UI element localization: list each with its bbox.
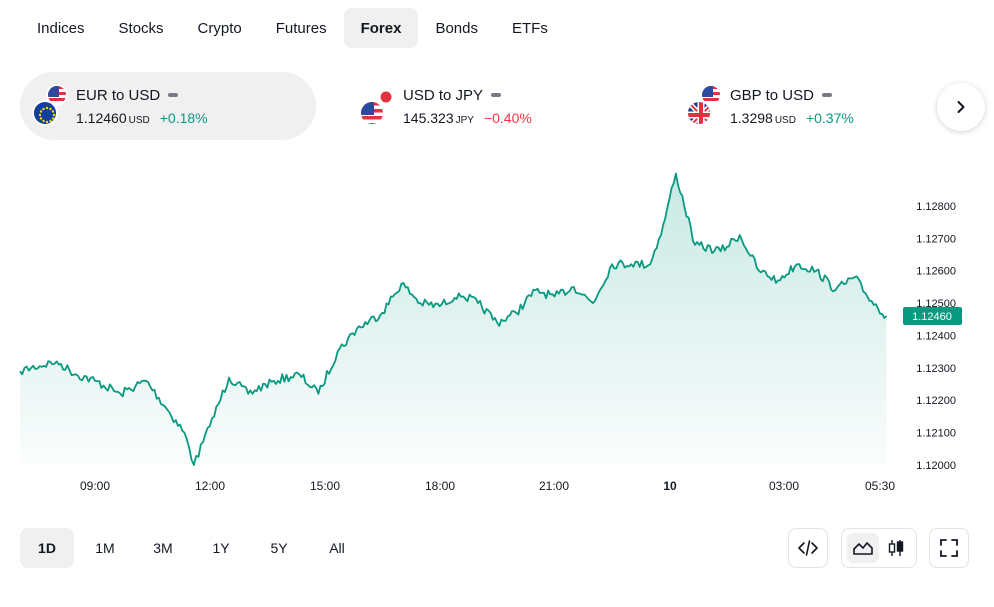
card-currency: USD: [774, 114, 796, 126]
next-symbols-button[interactable]: [937, 83, 985, 131]
x-tick-label: 15:00: [310, 479, 340, 493]
market-status-icon: [491, 93, 502, 97]
eur-usd-flags: [32, 84, 72, 126]
chart-type-selector: [841, 528, 917, 568]
tab-indices[interactable]: Indices: [37, 19, 85, 37]
card-info: GBP to USD 1.3298 USD +0.37%: [730, 87, 854, 126]
us-flag-icon: [700, 84, 722, 106]
code-icon: [798, 540, 818, 556]
embed-button[interactable]: [788, 528, 828, 568]
range-1d[interactable]: 1D: [20, 528, 74, 568]
y-tick-label: 1.12400: [916, 330, 956, 342]
last-price-badge: [903, 307, 962, 326]
card-name: GBP to USD: [730, 86, 814, 104]
gbp-usd-flags: [686, 84, 726, 126]
range-1m[interactable]: 1M: [95, 540, 115, 556]
card-info: USD to JPY 145.323 JPY −0.40%: [403, 87, 532, 126]
card-change: +0.37%: [805, 109, 854, 126]
card-eur-usd[interactable]: EUR to USD 1.12460 USD +0.18%: [20, 72, 316, 140]
chevron-right-icon: [957, 101, 965, 113]
uk-flag-icon: [686, 100, 712, 126]
range-all[interactable]: All: [329, 540, 345, 556]
y-tick-label: 1.12000: [916, 460, 956, 472]
card-name: EUR to USD: [76, 86, 161, 104]
x-tick-label: 03:00: [769, 479, 799, 493]
y-tick-label: 1.12700: [916, 233, 956, 245]
x-tick-label: 10: [663, 479, 677, 493]
market-status-icon: [168, 93, 179, 97]
market-status-icon: [821, 93, 832, 97]
x-tick-label: 18:00: [425, 479, 455, 493]
price-area: [20, 173, 887, 465]
card-gbp-usd[interactable]: GBP to USD 1.3298 USD +0.37%: [674, 72, 914, 140]
market-tabs: Indices Stocks Crypto Futures Forex Bonds ETFs: [20, 8, 565, 48]
x-tick-label: 21:00: [539, 479, 569, 493]
y-tick-label: 1.12100: [916, 428, 956, 440]
symbol-cards: EUR to USD 1.12460 USD +0.18% USD to JPY…: [20, 72, 930, 140]
jp-flag-icon: [373, 84, 395, 106]
price-chart[interactable]: 1.128001.127001.126001.125001.124001.123…: [0, 160, 994, 500]
y-tick-label: 1.12600: [916, 266, 956, 278]
range-3m[interactable]: 3M: [153, 540, 173, 556]
usd-jpy-flags: [359, 84, 399, 126]
range-1y[interactable]: 1Y: [212, 540, 230, 556]
tab-stocks[interactable]: Stocks: [118, 19, 164, 37]
us-flag-icon: [46, 84, 68, 106]
price-line: [19, 172, 888, 466]
x-tick-label: 12:00: [195, 479, 225, 493]
area-chart-button[interactable]: [846, 533, 879, 563]
time-range-selector: 1D 1M 3M 1Y 5Y All: [20, 528, 368, 568]
card-price: 1.3298: [730, 109, 773, 126]
tab-crypto[interactable]: Crypto: [197, 19, 242, 37]
candlestick-icon: [888, 540, 903, 556]
tab-bonds[interactable]: Bonds: [435, 19, 478, 37]
card-currency: USD: [128, 114, 150, 126]
card-price: 145.323: [403, 109, 454, 126]
candlestick-chart-button[interactable]: [880, 533, 912, 563]
range-5y[interactable]: 5Y: [270, 540, 288, 556]
fullscreen-button[interactable]: [929, 528, 969, 568]
card-usd-jpy[interactable]: USD to JPY 145.323 JPY −0.40%: [347, 72, 627, 140]
card-info: EUR to USD 1.12460 USD +0.18%: [76, 87, 208, 126]
card-change: −0.40%: [483, 109, 532, 126]
y-tick-label: 1.12300: [916, 363, 956, 375]
card-price: 1.12460: [76, 109, 127, 126]
tab-etfs[interactable]: ETFs: [512, 19, 548, 37]
card-currency: JPY: [455, 114, 474, 126]
tab-futures[interactable]: Futures: [275, 19, 327, 37]
card-change: +0.18%: [159, 109, 208, 126]
fullscreen-icon: [940, 539, 958, 557]
tab-forex[interactable]: Forex: [343, 8, 419, 48]
area-chart-icon: [852, 542, 873, 555]
x-tick-label: 05:30: [865, 479, 895, 493]
last-price-label: 1.12460: [912, 311, 952, 323]
card-name: USD to JPY: [403, 86, 484, 104]
y-tick-label: 1.12200: [916, 395, 956, 407]
eu-flag-icon: [32, 100, 58, 126]
us-flag-icon: [359, 100, 385, 126]
y-tick-label: 1.12800: [916, 201, 956, 213]
x-tick-label: 09:00: [80, 479, 110, 493]
